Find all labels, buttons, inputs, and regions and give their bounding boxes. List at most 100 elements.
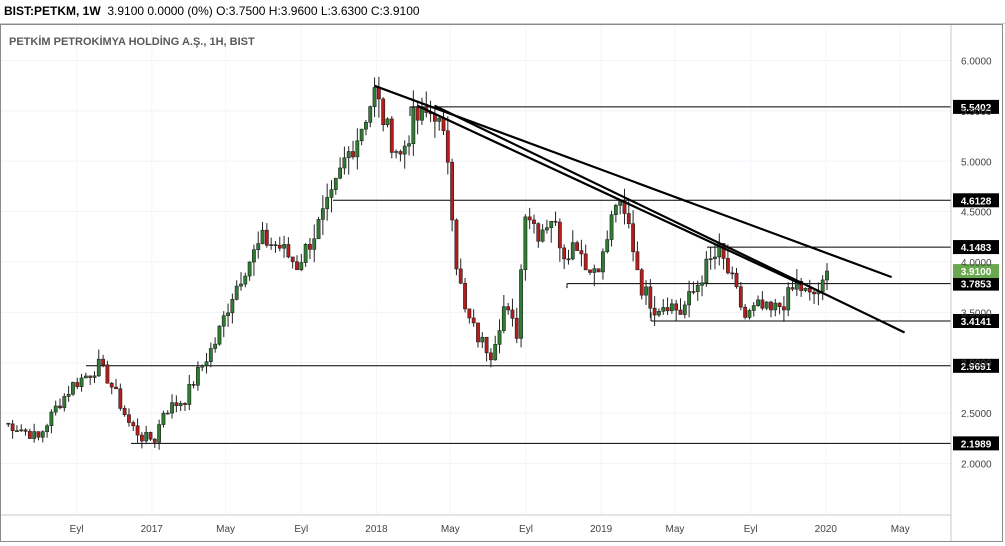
candles — [6, 76, 829, 450]
candle — [273, 241, 278, 253]
candle — [152, 438, 157, 448]
candle — [303, 243, 308, 267]
candle — [329, 180, 334, 213]
x-tick-label: 2018 — [365, 524, 388, 535]
candle-body — [200, 365, 205, 368]
candle-body — [635, 251, 640, 271]
price-axis[interactable]: 6.0000 5.5000 5.0000 4.5000 4.0000 3.5000 3.00… — [961, 57, 992, 471]
candle — [458, 258, 463, 285]
candle — [678, 298, 683, 315]
candle-body — [385, 118, 390, 126]
candle-body — [23, 429, 28, 432]
candle — [402, 140, 407, 169]
candle — [66, 385, 71, 402]
candle — [389, 116, 394, 159]
candle-body — [613, 205, 618, 216]
candle-body — [605, 239, 610, 253]
candle-body — [183, 403, 187, 405]
candle — [471, 309, 476, 327]
candle-body — [674, 303, 679, 311]
candle — [83, 372, 88, 379]
candle — [118, 383, 123, 411]
candle-body — [157, 424, 162, 443]
x-tick-label: 2019 — [590, 524, 613, 535]
candle — [536, 222, 541, 248]
trendline[interactable] — [434, 104, 906, 334]
candle — [639, 268, 644, 300]
candle-body — [626, 213, 631, 225]
candle-body — [497, 330, 502, 345]
candle-body — [92, 375, 97, 378]
candle — [10, 419, 15, 439]
candle-body — [557, 221, 562, 249]
last-price-label: 3.9100 — [961, 267, 992, 278]
candle — [109, 381, 114, 395]
candle-body — [812, 291, 816, 295]
candle — [204, 352, 209, 374]
candle-body — [329, 189, 334, 198]
candle — [489, 348, 493, 368]
candle-body — [773, 302, 778, 311]
candle — [359, 128, 364, 146]
candle — [122, 405, 127, 417]
trendline[interactable] — [417, 104, 802, 286]
time-axis[interactable]: Eyl 2017 May Eyl 2018 May Eyl 2019 May Eyl 2020 May — [70, 524, 910, 535]
candle — [53, 400, 58, 416]
candle — [588, 269, 592, 276]
candle — [312, 224, 317, 263]
candle-body — [62, 396, 67, 409]
price-chart[interactable]: 5.5402 4.6128 4.1483 3.7853 3.4141 2.9691 2.19… — [1, 25, 1002, 541]
candle — [364, 119, 368, 136]
candle-body — [467, 308, 472, 319]
candle — [557, 218, 562, 262]
candle-body — [101, 358, 106, 366]
candle-body — [601, 251, 605, 273]
candle-body — [83, 375, 88, 379]
horizontal-levels: 5.5402 4.6128 4.1483 3.7853 3.4141 2.9691 2.19… — [86, 99, 999, 451]
candle-body — [764, 301, 769, 309]
candle — [454, 218, 459, 276]
candle-body — [756, 299, 760, 306]
candle — [540, 224, 545, 243]
candle-body — [118, 388, 123, 409]
candle-body — [286, 244, 291, 258]
candle — [480, 332, 485, 349]
candle — [252, 244, 256, 276]
candle — [40, 430, 45, 443]
candle-body — [204, 361, 209, 366]
y-tick-label: 5.5000 — [961, 107, 992, 118]
candle-body — [678, 309, 683, 315]
candle — [213, 337, 218, 353]
candle — [713, 245, 717, 270]
level-label-box — [953, 193, 999, 208]
candle — [751, 302, 756, 317]
ohlc-quote: 3.9100 0.0000 (0%) O:3.7500 H:3.9600 L:3… — [107, 4, 420, 18]
candle — [178, 400, 183, 412]
symbol-quote-line: BIST:PETKM, 1W 3.9100 0.0000 (0%) O:3.75… — [4, 4, 420, 18]
candle-body — [480, 336, 485, 343]
candle — [183, 402, 187, 411]
level-label-box — [953, 240, 999, 255]
candle — [497, 319, 502, 354]
candle-body — [45, 425, 49, 433]
candle-body — [213, 343, 218, 349]
candle — [691, 281, 696, 295]
candle-body — [471, 317, 476, 324]
candle-body — [751, 305, 756, 311]
symbol-label: BIST:PETKM, 1W — [4, 4, 101, 18]
candle-body — [79, 377, 84, 387]
candle — [437, 116, 442, 131]
candle-body — [484, 336, 489, 354]
candle-body — [786, 287, 791, 311]
candle — [368, 105, 373, 128]
candle-body — [75, 382, 80, 387]
candle — [825, 263, 829, 291]
candle — [553, 211, 558, 226]
candle — [575, 240, 579, 251]
candle-body — [657, 310, 661, 316]
candle — [618, 199, 623, 215]
candle — [816, 282, 821, 306]
candle-body — [545, 227, 549, 231]
chart-frame[interactable]: 5.5402 4.6128 4.1483 3.7853 3.4141 2.9691 2.19… — [0, 24, 1003, 542]
candle-body — [665, 307, 670, 312]
